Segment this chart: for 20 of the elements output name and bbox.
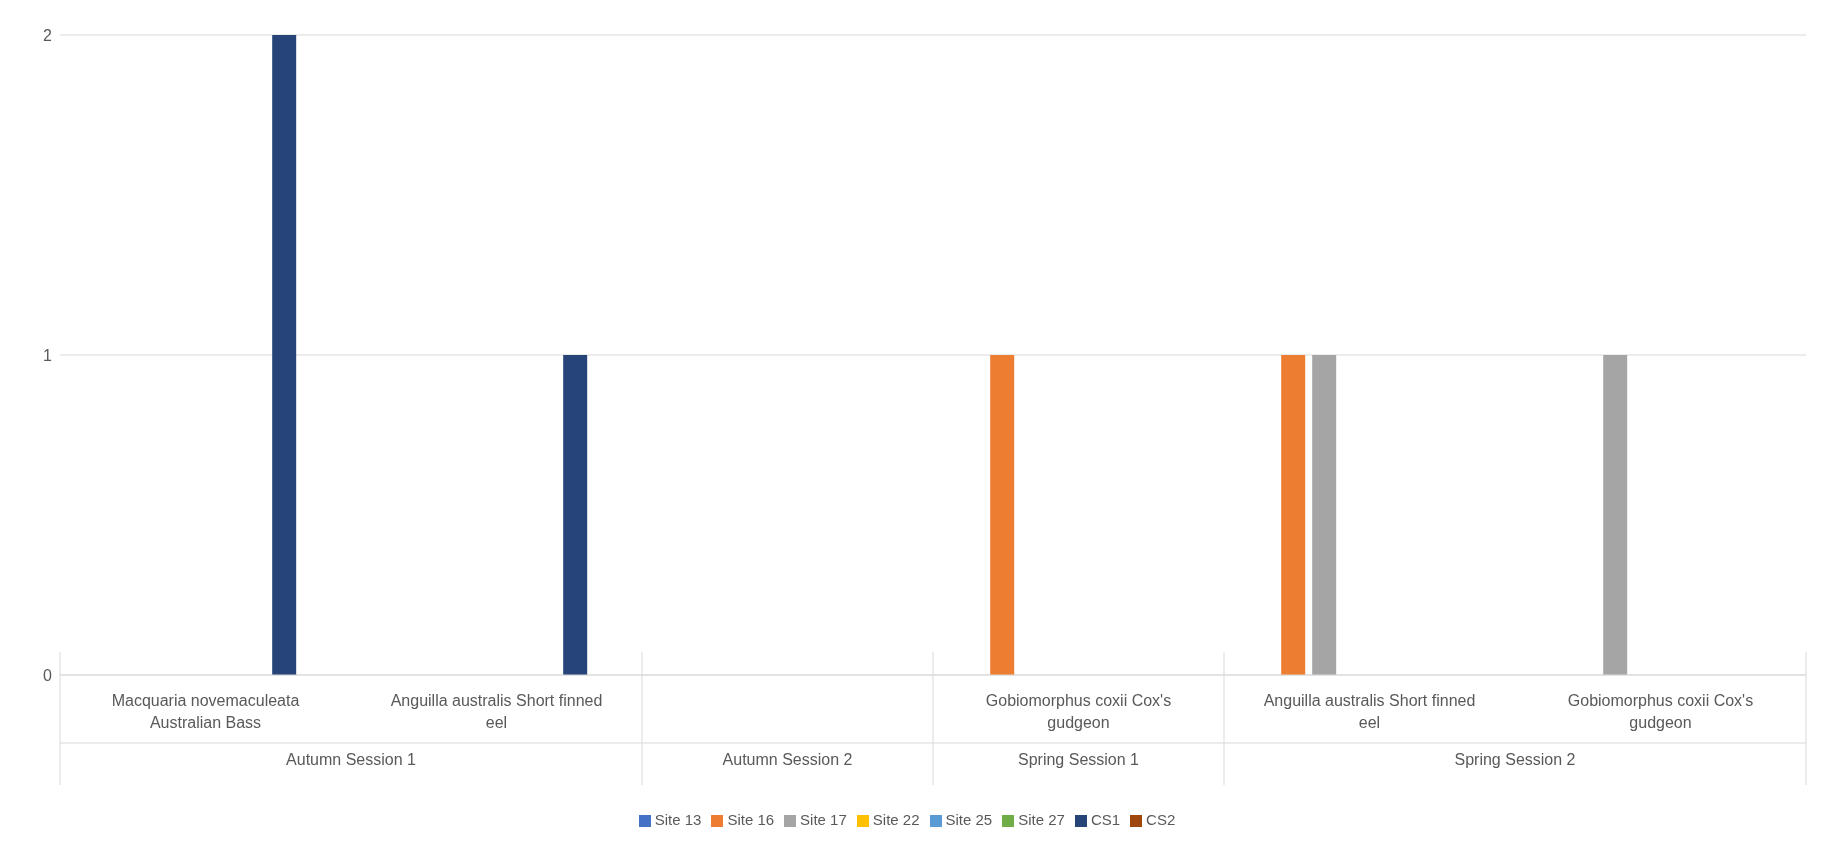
text: Spring Session 2 xyxy=(1454,751,1576,768)
y-tick-label: 2 xyxy=(43,26,53,44)
y-tick-label: 1 xyxy=(43,346,53,364)
legend-label: Site 16 xyxy=(727,811,775,828)
x-tick-label: Gobiomorphus coxii Cox's gudgeon xyxy=(985,692,1172,731)
text: Autumn Session 1 xyxy=(286,751,417,768)
x-tick-label: Anguilla australis Short finned eel xyxy=(1263,692,1476,731)
legend-label: CS1 xyxy=(1090,811,1121,828)
text: Spring Session 1 xyxy=(1018,751,1140,768)
legend-label: CS2 xyxy=(1146,811,1176,828)
text: Autumn Session 2 xyxy=(722,751,853,768)
x-tick-label: Gobiomorphus coxii Cox's gudgeon xyxy=(1567,692,1754,731)
legend-label: Site 27 xyxy=(1018,811,1065,828)
legend-label: Site 13 xyxy=(654,811,702,828)
x-tick-label: Macquaria novemaculeata Australian Bass xyxy=(111,692,300,731)
legend-label: Site 25 xyxy=(945,811,993,828)
legend-label: Site 22 xyxy=(872,811,920,828)
x-tick-label: Anguilla australis Short finned eel xyxy=(390,692,603,731)
legend-label: Site 17 xyxy=(800,811,847,828)
y-tick-label: 0 xyxy=(43,666,53,684)
